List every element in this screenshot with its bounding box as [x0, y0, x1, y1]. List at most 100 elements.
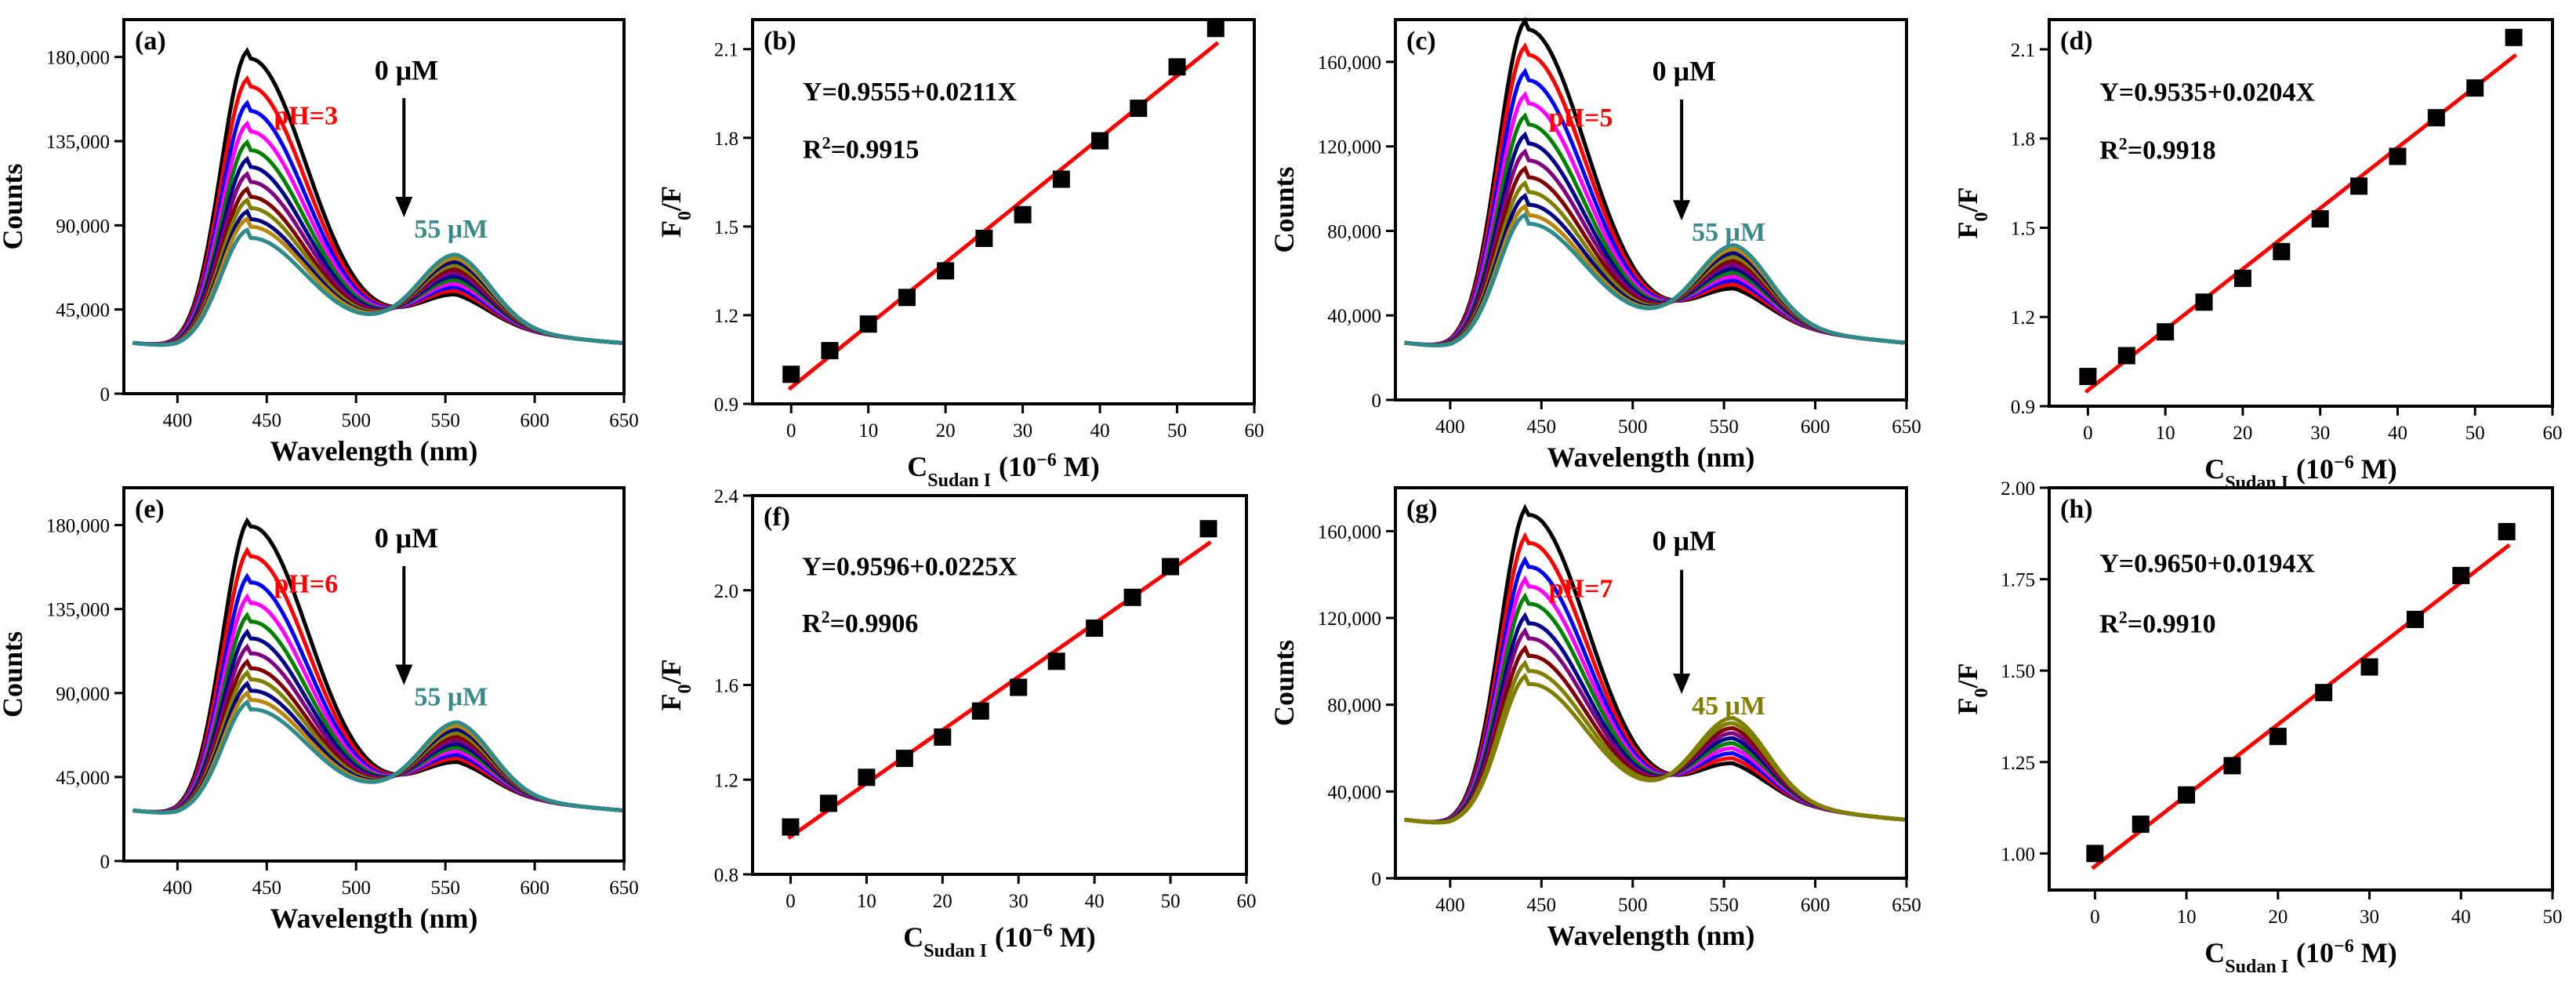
- data-point: [1199, 520, 1217, 538]
- x-axis-unit: (10: [2296, 937, 2334, 968]
- x-tick-label: 10: [857, 891, 876, 912]
- quench-arrowhead: [1673, 200, 1691, 221]
- data-point: [2178, 786, 2196, 804]
- x-tick-label: 20: [2233, 423, 2252, 444]
- r-squared: R2=0.9918: [2099, 133, 2215, 165]
- data-point: [2498, 522, 2516, 540]
- data-point: [2086, 845, 2104, 863]
- panel-label: (g): [1406, 495, 1438, 524]
- data-point: [1047, 652, 1065, 670]
- r-squared-value: =0.9906: [830, 609, 919, 638]
- r-squared-exponent: 2: [822, 133, 831, 152]
- y-axis-label: Counts: [0, 631, 28, 718]
- x-tick-label: 450: [252, 877, 282, 899]
- y-tick-label: 180,000: [46, 48, 110, 69]
- y-tick-label: 90,000: [56, 684, 110, 705]
- y-tick-label: 0: [100, 852, 111, 873]
- data-point: [2452, 566, 2470, 584]
- y-tick-label: 1.50: [2001, 661, 2035, 682]
- x-tick-label: 10: [858, 420, 878, 441]
- y-axis-label: F0/F: [1952, 663, 1992, 715]
- data-point: [1168, 58, 1186, 76]
- x-tick-label: 0: [785, 891, 796, 912]
- x-tick-label: 650: [1892, 895, 1921, 916]
- x-tick-label: 600: [520, 410, 550, 431]
- x-tick-label: 30: [1013, 420, 1032, 441]
- calibration-panel-5: 0 10 20 30 40 50 600.81.21.62.02.4(f)Y=0.9596+…: [655, 486, 1257, 961]
- r-squared-value: =0.9910: [2128, 610, 2216, 639]
- y-tick-label: 2.1: [714, 40, 738, 61]
- x-axis-label: CSudan I (10−6 M): [2204, 452, 2396, 493]
- y-tick-label: 1.5: [2011, 218, 2035, 239]
- spectrum-panel-4: 400 450 500 550 600 650 0 45,000 90,000 135,000 18…: [0, 486, 639, 934]
- x-tick-label: 600: [1801, 895, 1830, 916]
- r-squared: R2=0.9915: [803, 133, 919, 165]
- x-axis-exponent: −6: [1032, 921, 1053, 941]
- y-axis-symbol-end: /F: [655, 659, 687, 685]
- ph-label: pH=6: [274, 569, 338, 598]
- spectrum-curve: [132, 227, 622, 347]
- start-concentration-label: 0 μM: [375, 54, 438, 85]
- y-tick-label: 2.4: [714, 486, 739, 507]
- spectrum-curve: [1404, 644, 1905, 825]
- x-axis-exponent: −6: [1036, 450, 1057, 471]
- panel-label: (f): [764, 503, 790, 532]
- ph-label: pH=5: [1549, 104, 1613, 133]
- x-tick-label: 500: [341, 410, 371, 431]
- data-point: [1014, 205, 1032, 223]
- y-tick-label: 2.00: [2001, 478, 2035, 500]
- data-point: [2311, 210, 2329, 228]
- x-axis-label: CSudan I (10−6 M): [2204, 936, 2396, 977]
- y-tick-label: 1.25: [2001, 753, 2035, 774]
- data-point: [2223, 757, 2241, 775]
- x-axis-unit: (10: [2296, 453, 2334, 485]
- y-tick-label: 90,000: [56, 216, 110, 237]
- data-point: [1086, 619, 1104, 638]
- r-squared-value: =0.9915: [831, 135, 920, 164]
- y-axis-label: F0/F: [655, 659, 695, 711]
- x-tick-label: 30: [1009, 891, 1029, 912]
- x-axis-label: Wavelength (nm): [270, 435, 478, 467]
- x-tick-label: 10: [2156, 423, 2175, 444]
- y-tick-label: 80,000: [1327, 696, 1381, 717]
- y-axis-label: Counts: [1268, 640, 1300, 726]
- y-tick-label: 0.8: [714, 865, 738, 886]
- x-axis-label: Wavelength (nm): [1547, 441, 1755, 473]
- y-tick-label: 40,000: [1327, 306, 1381, 327]
- y-axis-symbol: F: [655, 220, 687, 238]
- spectrum-curve: [132, 699, 622, 815]
- plot-frame: [1394, 486, 1908, 880]
- x-tick-label: 50: [1161, 891, 1181, 912]
- x-tick-label: 400: [1435, 895, 1465, 916]
- data-point: [975, 229, 993, 247]
- x-tick-label: 30: [2360, 907, 2379, 928]
- end-concentration-label: 55 μM: [414, 683, 488, 712]
- data-point: [782, 818, 800, 836]
- x-axis-exponent: −6: [2334, 936, 2354, 957]
- x-tick-label: 20: [936, 420, 956, 441]
- data-point: [2132, 816, 2150, 834]
- x-tick-label: 500: [1618, 895, 1648, 916]
- x-tick-label: 500: [1618, 416, 1648, 438]
- x-axis-subscript: Sudan I: [923, 941, 987, 961]
- end-concentration-label: 45 μM: [1692, 692, 1765, 721]
- x-axis-unit: (10: [999, 451, 1036, 482]
- x-tick-label: 550: [430, 877, 460, 899]
- data-point: [2406, 610, 2424, 628]
- x-axis-symbol: C: [903, 921, 923, 953]
- panel-label: (a): [135, 27, 166, 56]
- data-point: [2360, 658, 2378, 676]
- panel-label: (b): [764, 27, 796, 56]
- x-axis-label: CSudan I (10−6 M): [903, 921, 1095, 961]
- x-axis-unit-end: M): [2354, 453, 2397, 485]
- x-tick-label: 50: [2465, 423, 2485, 444]
- data-point: [819, 794, 837, 812]
- plot-frame: [751, 18, 1256, 405]
- panel-label: (d): [2060, 27, 2093, 56]
- data-point: [2427, 109, 2445, 127]
- fit-equation: Y=0.9650+0.0194X: [2099, 550, 2315, 579]
- x-tick-label: 20: [933, 891, 952, 912]
- x-tick-label: 50: [2543, 907, 2563, 928]
- x-tick-label: 500: [341, 877, 371, 899]
- y-tick-label: 180,000: [46, 516, 110, 537]
